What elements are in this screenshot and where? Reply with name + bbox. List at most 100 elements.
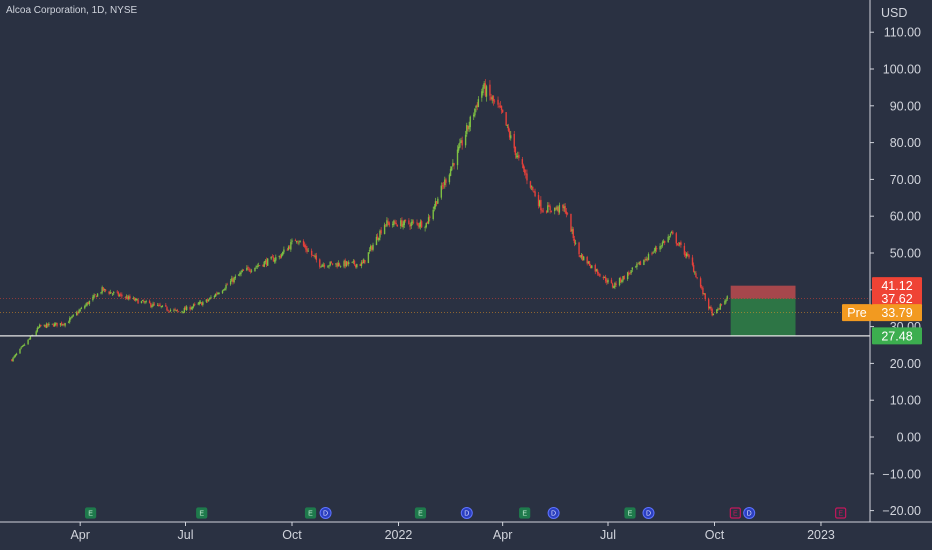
candle-body [360, 262, 363, 266]
candle-body [121, 294, 123, 297]
dividend-icon[interactable] [319, 507, 332, 519]
candle-body [425, 222, 427, 227]
time-tick-label: 2022 [385, 528, 413, 542]
candle-body [335, 263, 337, 265]
candle-body [411, 221, 414, 223]
candle-body [322, 264, 324, 266]
candle-body [615, 283, 617, 285]
candle-body [610, 279, 613, 284]
candle-body [159, 304, 161, 306]
candle-body [136, 298, 138, 300]
candle-body [549, 206, 551, 211]
candle-body [660, 246, 662, 248]
candle-body [63, 324, 65, 326]
candle-body [424, 227, 426, 229]
candle-body [294, 240, 297, 242]
earnings-icon[interactable] [84, 507, 97, 519]
candle-body [379, 230, 381, 238]
candle-body [469, 116, 471, 128]
candle-body [336, 264, 338, 267]
candle-body [409, 224, 411, 227]
candle-body [315, 255, 318, 260]
candle-body [417, 223, 419, 226]
candle-body [532, 186, 534, 190]
candle-body [579, 255, 581, 258]
earnings-icon[interactable] [729, 507, 741, 519]
dividend-icon[interactable] [743, 507, 756, 519]
candle-body [119, 294, 122, 296]
earnings-icon[interactable] [304, 507, 317, 519]
candle-body [145, 301, 147, 302]
candle-body [346, 261, 349, 265]
candle-body [394, 221, 396, 224]
candle-body [129, 296, 131, 299]
candle-body [574, 242, 577, 244]
candle-body [581, 254, 584, 261]
candle-body [475, 105, 477, 108]
candle-body [280, 254, 283, 257]
candle-body [234, 276, 236, 279]
candle-body [270, 256, 272, 259]
entry-price-badge-text: 37.62 [881, 292, 912, 306]
earnings-icon-glyph: E [628, 511, 633, 518]
dividend-icon[interactable] [460, 507, 473, 519]
candle-body [558, 204, 561, 213]
candle-body [56, 322, 58, 326]
candle-body [298, 242, 300, 244]
earnings-icon-glyph: E [199, 511, 204, 518]
candle-body [169, 309, 172, 312]
earnings-icon[interactable] [196, 507, 208, 519]
candle-body [76, 312, 78, 316]
candle-body [482, 87, 484, 93]
candle-body [167, 310, 169, 312]
earnings-icon-glyph: E [308, 511, 313, 518]
candle-body [570, 213, 572, 232]
price-axis[interactable]: USD 110.00 100.00 90.00 80.00 70.00 60.00 50.00… [869, 0, 932, 550]
candle-body [529, 181, 532, 188]
time-axis[interactable]: Apr Jul Oct 2022 Apr Jul Oct 2023 [0, 521, 932, 542]
target-zone[interactable] [730, 298, 796, 336]
candle-body [571, 229, 573, 232]
candle-body [133, 298, 136, 301]
earnings-icon[interactable] [414, 507, 427, 519]
stop-zone[interactable] [730, 285, 796, 299]
candle-body [110, 292, 113, 294]
candle-body [725, 299, 727, 302]
candle-body [307, 250, 309, 252]
candle-body [419, 221, 422, 227]
candle-body [629, 273, 631, 274]
candle-body [79, 309, 81, 312]
candle-body [255, 266, 257, 268]
candle-body [591, 265, 593, 269]
candle-body [132, 297, 135, 299]
candle-body [653, 250, 655, 252]
candle-body [345, 261, 348, 267]
candle-body [378, 237, 380, 241]
candle-body [59, 323, 62, 326]
candle-body [711, 309, 713, 316]
candle-body [229, 281, 232, 285]
candle-body [508, 131, 511, 138]
candle-body [709, 306, 711, 308]
candle-body [547, 205, 549, 213]
candle-body [45, 323, 48, 328]
candle-body [319, 259, 321, 267]
dividend-icon[interactable] [642, 507, 655, 519]
candle-body [140, 301, 143, 304]
earnings-icon[interactable] [835, 507, 847, 519]
candle-body [444, 179, 446, 186]
candle-body [533, 191, 535, 192]
earnings-icon[interactable] [519, 507, 531, 519]
candle-body [356, 264, 358, 268]
dividend-icon[interactable] [547, 507, 560, 519]
candle-body [291, 240, 293, 242]
candle-body [598, 273, 600, 275]
candle-body [586, 256, 588, 264]
candle-body [233, 277, 235, 283]
candle-body [679, 243, 681, 245]
earnings-icon[interactable] [624, 507, 636, 519]
candle-body [249, 270, 252, 272]
candle-body [310, 250, 313, 256]
candle-body [38, 324, 41, 328]
